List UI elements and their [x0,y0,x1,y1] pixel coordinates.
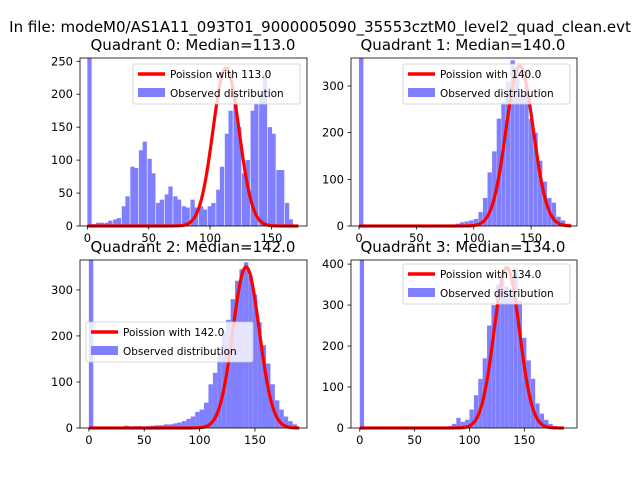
quadrant-2-xtick-label: 150 [244,433,266,447]
quadrant-0-bar-0 [87,58,91,226]
quadrant-2-xtick-label: 50 [137,433,152,447]
quadrant-3-panel: 0 50 100 150 0 100 200 300 400 Poission with 134… [322,238,577,447]
quadrant-1-ytick-label: 100 [322,172,344,186]
quadrant-2-ytick-label: 300 [51,283,73,297]
quadrant-0-bar-42 [268,127,272,226]
quadrant-0-bar-33 [228,111,232,226]
quadrant-0-bar-20 [173,196,177,226]
quadrant-2-legend-fit-label: Poission with 142.0 [123,327,224,339]
quadrant-2-panel: 0 50 100 150 0 100 200 300 Poission with 142.0 … [51,238,307,447]
quadrant-0-bar-40 [259,94,263,226]
quadrant-3-bar-34 [509,293,513,428]
quadrant-0-legend-hist-swatch [138,88,165,97]
quadrant-0-bar-9 [125,196,129,226]
quadrant-0-bar-28 [208,206,212,226]
quadrant-0-bar-14 [147,159,151,226]
quadrant-0-bar-30 [216,190,220,226]
quadrant-2-ytick-label: 200 [51,329,73,343]
quadrant-0-ytick-label: 200 [51,87,73,101]
quadrant-0-bar-15 [151,173,155,226]
quadrant-0-bar-39 [254,104,258,226]
quadrant-2-ytick-label: 100 [51,375,73,389]
quadrant-2-ytick-label: 0 [66,421,73,435]
quadrant-0-bar-18 [165,194,169,226]
quadrant-3-legend-fit-label: Poission with 134.0 [440,269,541,281]
quadrant-0-bar-16 [156,203,160,226]
quadrant-3-ytick-label: 400 [322,257,344,271]
quadrant-0-legend-hist-label: Observed distribution [170,88,284,100]
quadrant-2-bar-24 [195,412,199,428]
quadrant-0-bar-17 [160,200,164,226]
quadrant-0-bar-43 [271,134,275,226]
quadrant-3-bar-33 [505,287,509,428]
quadrant-2-bar-29 [217,352,221,428]
quadrant-3-bar-0 [360,260,364,428]
quadrant-2-title: Quadrant 2: Median=142.0 [91,238,296,256]
quadrant-0-bar-21 [177,200,181,226]
quadrant-1-legend: Poission with 140.0 Observed distributio… [403,64,570,104]
quadrant-0-ytick-label: 100 [51,153,73,167]
quadrant-3-xtick-label: 50 [407,433,422,447]
quadrant-2-bar-23 [191,416,195,428]
quadrant-1-legend-fit-label: Poission with 140.0 [440,69,541,81]
quadrant-0-bar-31 [220,167,224,226]
quadrant-0-bar-8 [122,206,126,226]
quadrant-0-bar-13 [143,142,147,226]
quadrant-3-title: Quadrant 3: Median=134.0 [361,238,566,256]
quadrant-0-bar-11 [134,168,138,226]
quadrant-1-legend-hist-swatch [408,88,435,97]
quadrant-0-bar-19 [168,186,172,226]
quadrant-3-legend: Poission with 134.0 Observed distributio… [403,264,570,304]
quadrant-0-title: Quadrant 0: Median=113.0 [91,36,296,54]
quadrant-3-ytick-label: 200 [322,339,344,353]
quadrant-3-xtick-label: 0 [356,433,363,447]
quadrant-3-legend-hist-swatch [408,288,435,297]
quadrant-3-ytick-label: 100 [322,380,344,394]
quadrant-1-ytick-label: 300 [322,79,344,93]
quadrant-2-legend: Poission with 142.0 Observed distributio… [86,322,253,362]
quadrant-0-ytick-label: 0 [66,219,73,233]
quadrant-2-xtick-label: 0 [85,433,92,447]
quadrant-0-bar-45 [280,170,284,226]
quadrant-3-xtick-label: 100 [459,433,481,447]
quadrant-1-bar-36 [524,86,528,226]
quadrant-0-bar-12 [139,150,143,226]
quadrant-0-bar-46 [285,203,289,226]
quadrant-1-title: Quadrant 1: Median=140.0 [361,36,566,54]
quadrant-3-xtick-label: 150 [513,433,535,447]
quadrant-2-legend-hist-swatch [91,346,118,355]
quadrant-0-ytick-label: 250 [51,54,73,68]
quadrant-0-bar-44 [276,170,280,226]
quadrant-1-legend-hist-label: Observed distribution [440,88,554,100]
quadrant-0-ytick-label: 50 [58,186,73,200]
figure-title: In file: modeM0/AS1A11_093T01_9000005090… [9,18,631,37]
quadrant-0-legend-fit-label: Poission with 113.0 [170,69,271,81]
quadrant-0-bar-22 [182,206,186,226]
quadrant-0-bar-32 [225,134,229,226]
quadrant-1-bar-35 [520,95,524,226]
quadrant-2-bar-25 [200,410,204,428]
quadrant-0-bar-10 [130,167,134,226]
quadrant-2-legend-hist-label: Observed distribution [123,346,237,358]
quadrant-0-bar-27 [203,210,207,226]
quadrant-0-legend: Poission with 113.0 Observed distributio… [133,64,300,104]
quadrant-0-ytick-label: 150 [51,120,73,134]
quadrant-1-bar-0 [359,58,363,226]
quadrant-1-ytick-label: 200 [322,126,344,140]
quadrant-1-ytick-label: 0 [337,219,344,233]
quadrant-2-xtick-label: 100 [189,433,211,447]
quadrant-3-ytick-label: 300 [322,298,344,312]
quadrant-0-bar-29 [211,203,215,226]
quadrant-3-legend-hist-label: Observed distribution [440,288,554,300]
quadrant-3-ytick-label: 0 [337,421,344,435]
